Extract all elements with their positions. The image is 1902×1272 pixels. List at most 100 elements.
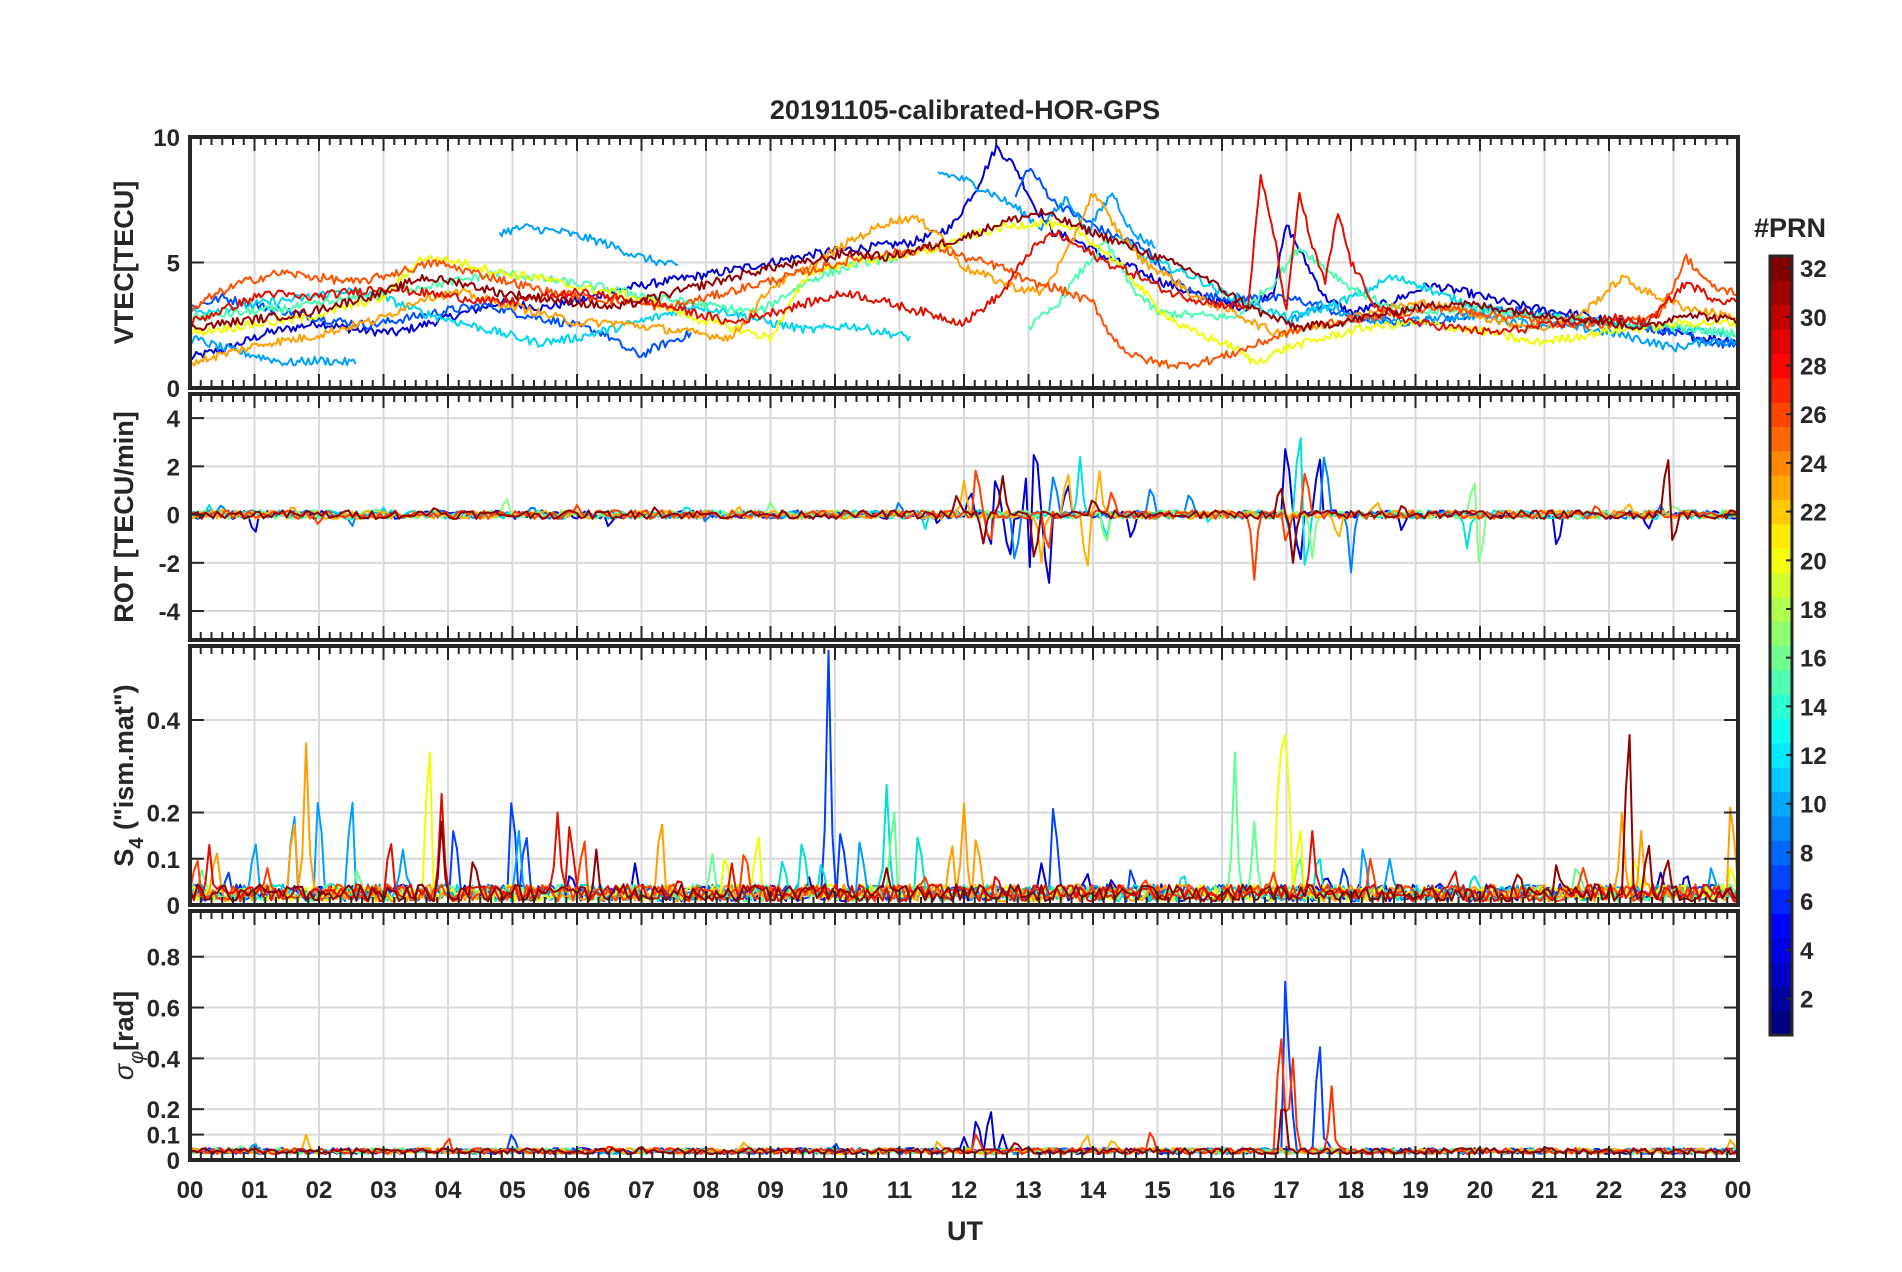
x-tick-label: 22 (1596, 1177, 1623, 1204)
y-tick-label: -4 (159, 599, 181, 626)
x-minor-ticks (189, 137, 1739, 388)
colorbar-segment (1770, 791, 1792, 817)
x-tick-label: 00 (177, 1177, 204, 1204)
colorbar-segment (1770, 840, 1792, 866)
colorbar-tick-label: 12 (1800, 743, 1827, 770)
x-tick-label: 06 (564, 1177, 591, 1204)
panel-rot: -4 -2 0 2 4 ROT [TECU/min] (109, 392, 1740, 642)
x-tick-label: 18 (1338, 1177, 1365, 1204)
y-axis-label: σφ[rad] (109, 991, 148, 1080)
colorbar-segment (1770, 256, 1792, 281)
y-axis-label: ROT [TECU/min] (109, 411, 139, 622)
colorbar-segment (1770, 937, 1792, 963)
x-tick-label: 23 (1660, 1177, 1687, 1204)
x-tick-label: 00 (1725, 1177, 1752, 1204)
y-tick-label: 0 (167, 1148, 180, 1175)
panel-s4: 0 0.1 0.2 0.4S4 ("ism.mat") (109, 644, 1740, 920)
colorbar-segment (1770, 645, 1792, 671)
y-tick-label: -2 (159, 551, 180, 578)
y-tick-label: 0.2 (147, 801, 180, 828)
series-group (190, 144, 1738, 370)
x-minor-ticks (189, 911, 1739, 1160)
panel-sigma: 00.10.2 0.4 0.6 0.8 σφ[rad] (109, 909, 1740, 1175)
colorbar-tick-label: 14 (1800, 694, 1827, 721)
x-tick-label: 13 (1015, 1177, 1042, 1204)
x-tick-label: 14 (1080, 1177, 1107, 1204)
x-tick-label: 15 (1144, 1177, 1171, 1204)
colorbar-tick-label: 4 (1800, 938, 1814, 965)
colorbar-segment (1770, 694, 1792, 720)
x-tick-label: 07 (628, 1177, 655, 1204)
colorbar-segment (1770, 913, 1792, 939)
x-tick-label: 02 (306, 1177, 333, 1204)
y-tick-label: 0.1 (147, 1123, 180, 1150)
y-tick-label: 0.8 (147, 945, 180, 972)
colorbar-tick-label: 8 (1800, 840, 1813, 867)
y-tick-label: 0 (167, 376, 180, 403)
colorbar-frame (1768, 254, 1794, 1037)
series-prn-20 (190, 218, 1738, 365)
colorbar-segment (1770, 718, 1792, 744)
x-minor-ticks (189, 646, 1739, 905)
colorbar-segment (1770, 986, 1792, 1012)
colorbar-segment (1770, 669, 1792, 695)
x-tick-label: 12 (951, 1177, 978, 1204)
colorbar-segment (1770, 596, 1792, 622)
colorbar-tick-label: 22 (1800, 500, 1827, 527)
y-tick-label: 0 (167, 503, 180, 530)
x-tick-label: 20 (1467, 1177, 1494, 1204)
x-tick-label: 05 (499, 1177, 526, 1204)
series-prn-23 (190, 192, 1738, 367)
colorbar-tick-label: 16 (1800, 646, 1827, 673)
colorbar-segment (1770, 572, 1792, 598)
colorbar-segment (1770, 961, 1792, 987)
y-tick-label: 5 (167, 251, 180, 278)
y-tick-label: 0.1 (147, 847, 180, 874)
colorbar-segment (1770, 475, 1792, 501)
y-tick-label: 2 (167, 454, 180, 481)
colorbar-segment (1770, 888, 1792, 914)
y-axis-label: VTEC[TECU] (109, 181, 139, 345)
colorbar-segment (1770, 499, 1792, 525)
x-tick-label: 04 (435, 1177, 462, 1204)
colorbar-segment (1770, 864, 1792, 890)
y-tick-label: 10 (153, 125, 180, 152)
colorbar-tick-label: 30 (1800, 305, 1827, 332)
colorbar-tick-label: 28 (1800, 354, 1827, 381)
colorbar-tick-label: 18 (1800, 597, 1827, 624)
x-tick-label: 11 (887, 1177, 912, 1204)
colorbar-segment (1770, 523, 1792, 549)
gridlines (190, 911, 1738, 1160)
x-tick-label: 16 (1209, 1177, 1236, 1204)
y-tick-label: 0.4 (147, 708, 181, 735)
x-tick-label: 21 (1531, 1177, 1558, 1204)
colorbar-segment (1770, 621, 1792, 647)
colorbar-segment (1770, 767, 1792, 793)
colorbar-segment (1770, 815, 1792, 841)
colorbar-tick-label: 26 (1800, 402, 1827, 429)
chart-title: 20191105-calibrated-HOR-GPS (770, 95, 1160, 125)
y-tick-label: 0 (167, 893, 180, 920)
colorbar-tick-label: 24 (1800, 451, 1827, 478)
y-tick-label: 4 (167, 406, 181, 433)
colorbar-tick-label: 6 (1800, 889, 1813, 916)
y-tick-label: 0.2 (147, 1097, 180, 1124)
series-prn-31 (190, 459, 1738, 564)
x-tick-label: 19 (1402, 1177, 1429, 1204)
x-axis-label: UT (947, 1216, 983, 1246)
y-tick-label: 0.4 (147, 1046, 181, 1073)
colorbar-segment (1770, 1010, 1792, 1036)
series-prn-29 (190, 173, 1738, 336)
series-prn-31 (190, 207, 1738, 333)
colorbar-segment (1770, 548, 1792, 574)
x-tick-label: 09 (757, 1177, 784, 1204)
x-tick-label: 01 (241, 1177, 268, 1204)
colorbar-tick-label: 32 (1800, 256, 1827, 283)
series-group (190, 437, 1738, 584)
x-tick-label: 08 (693, 1177, 720, 1204)
series-prn-26 (190, 242, 1738, 370)
